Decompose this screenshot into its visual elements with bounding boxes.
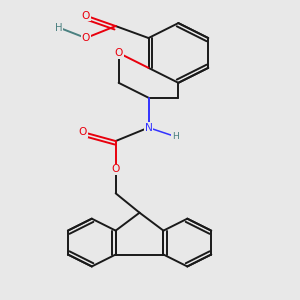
Text: O: O	[112, 164, 120, 174]
Text: N: N	[145, 123, 152, 133]
Text: O: O	[79, 127, 87, 137]
Text: H: H	[55, 22, 63, 33]
Text: O: O	[115, 48, 123, 58]
Text: O: O	[82, 33, 90, 43]
Text: O: O	[82, 11, 90, 21]
Text: H: H	[172, 132, 179, 141]
